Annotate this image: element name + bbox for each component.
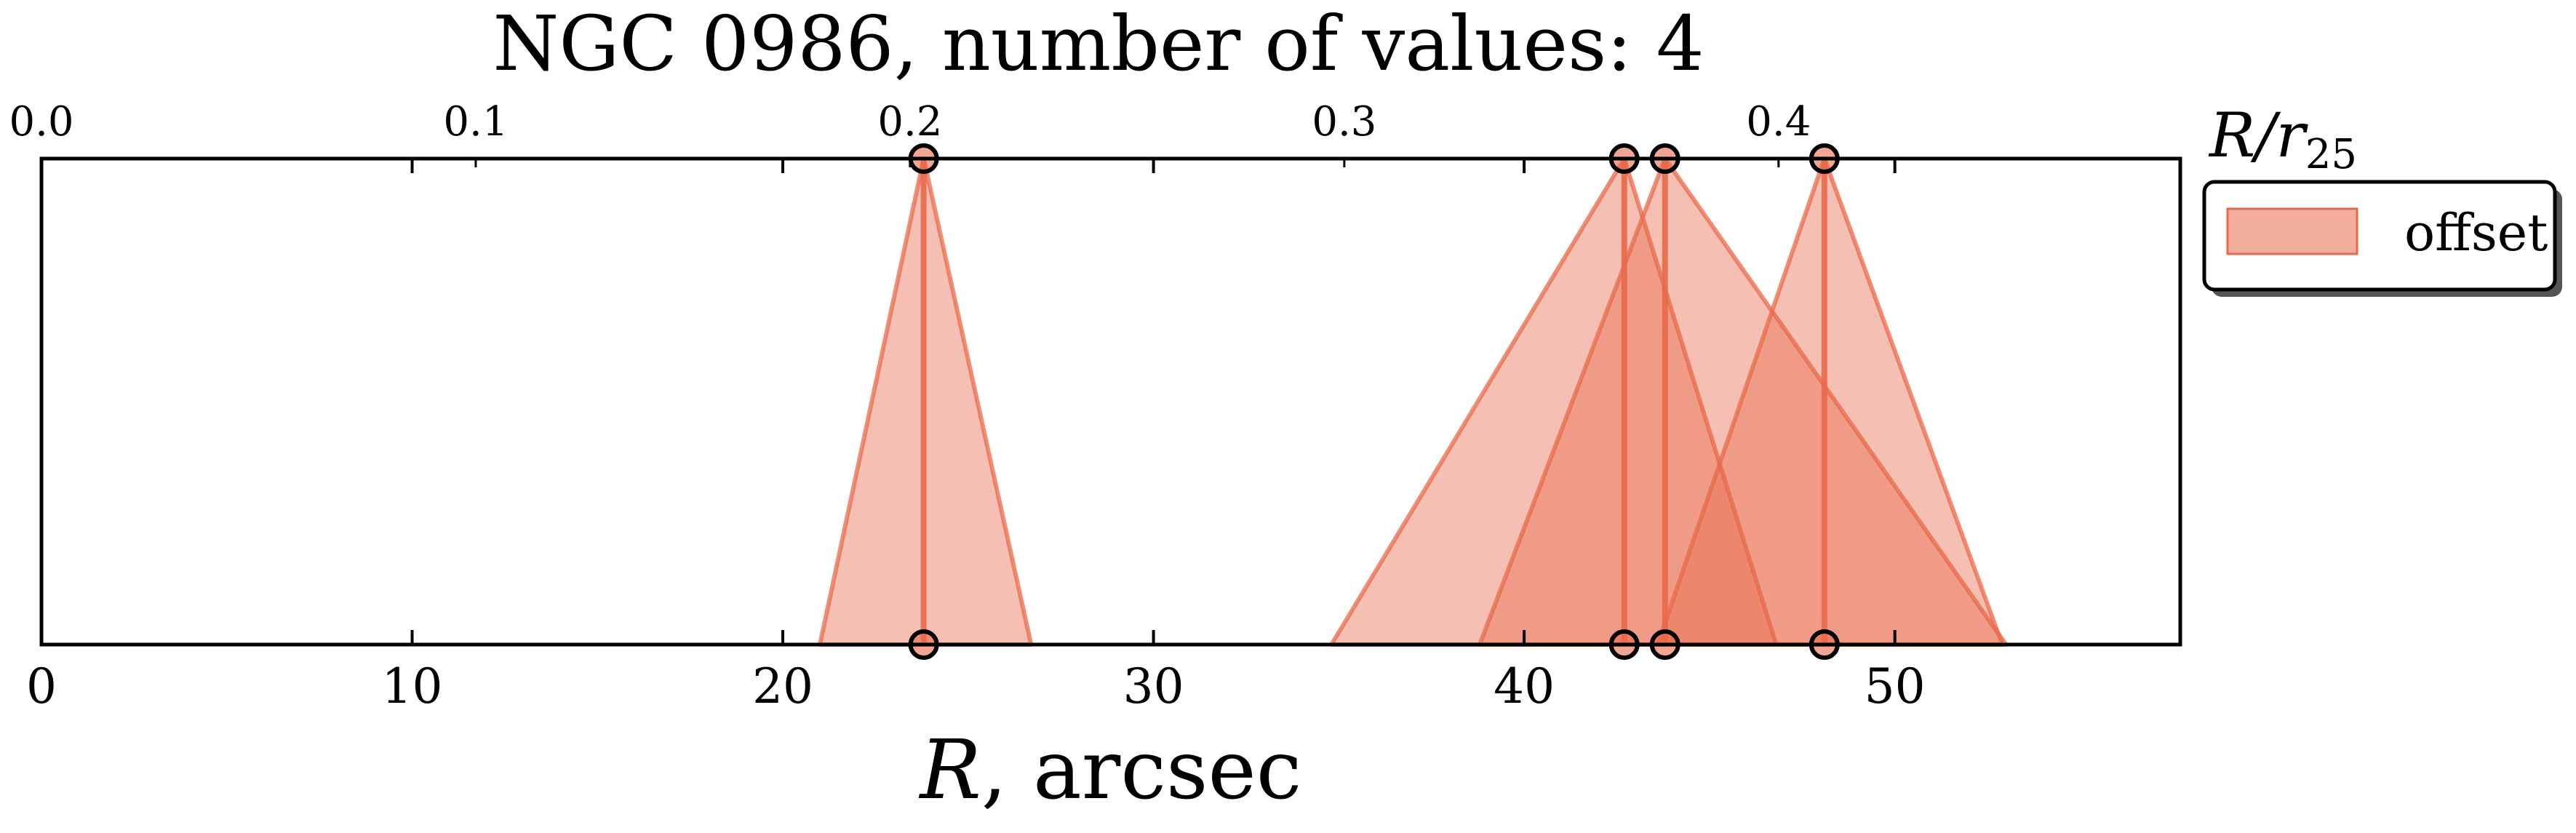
top-tick-label: 0.4 [1746, 98, 1811, 146]
top-axis: 0.0 0.1 0.2 0.3 0.4 [9, 98, 1811, 167]
x-tick-label: 10 [382, 658, 443, 714]
x-tick-label: 40 [1494, 658, 1555, 714]
x-tick-label: 30 [1123, 658, 1184, 714]
top-tick-label: 0.1 [443, 98, 508, 146]
x-axis-label: R, arcsec [918, 723, 1301, 818]
legend: offset [2202, 180, 2562, 297]
legend-label-offset: offset [2404, 203, 2548, 263]
chart-title: NGC 0986, number of values: 4 [493, 0, 1704, 88]
top-tick-label: 0.0 [9, 98, 73, 146]
top-tick-label: 0.2 [877, 98, 942, 146]
top-axis-label: R/r25 [2208, 100, 2357, 178]
plot-area [818, 143, 2009, 660]
x-axis: 0 10 20 30 40 50 [26, 159, 1926, 714]
x-tick-label: 0 [26, 658, 57, 714]
x-tick-label: 50 [1865, 658, 1926, 714]
x-tick-label: 20 [752, 658, 813, 714]
top-tick-label: 0.3 [1312, 98, 1376, 146]
legend-swatch [2226, 207, 2358, 255]
plot-frame [39, 156, 2182, 647]
